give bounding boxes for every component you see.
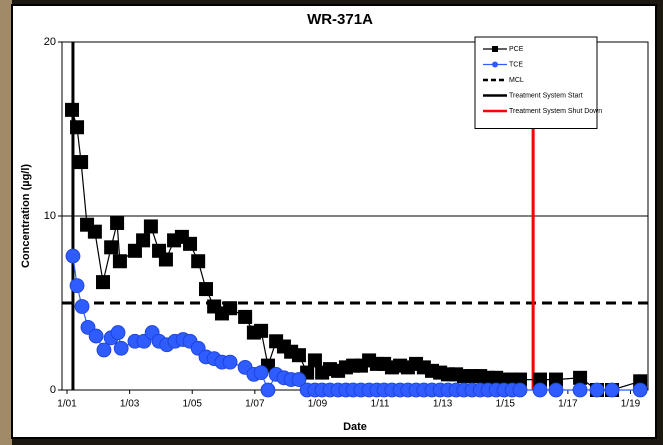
legend-label: Treatment System Shut Down bbox=[509, 108, 602, 115]
data-point bbox=[87, 224, 102, 239]
x-tick-label: 1/15 bbox=[496, 399, 516, 410]
data-point bbox=[113, 340, 129, 356]
data-point bbox=[96, 342, 112, 358]
data-point bbox=[136, 233, 151, 248]
x-tick-label: 1/07 bbox=[245, 399, 265, 410]
legend-label: MCL bbox=[509, 77, 524, 84]
data-point bbox=[238, 309, 253, 324]
legend-marker bbox=[492, 61, 498, 68]
data-point bbox=[110, 325, 126, 340]
x-tick-label: 1/11 bbox=[371, 399, 390, 410]
data-point bbox=[548, 382, 564, 398]
data-point bbox=[110, 215, 125, 230]
chart-title: WR-371A bbox=[307, 11, 373, 28]
data-point bbox=[104, 240, 119, 255]
data-point bbox=[512, 372, 527, 387]
y-tick-label: 20 bbox=[44, 36, 56, 48]
legend-box bbox=[474, 36, 598, 129]
data-point bbox=[191, 254, 206, 269]
data-point bbox=[573, 370, 588, 385]
data-point bbox=[632, 382, 648, 398]
x-tick-label: 1/03 bbox=[120, 399, 140, 410]
data-point bbox=[143, 219, 158, 234]
x-tick-label: 1/19 bbox=[621, 399, 641, 410]
data-point bbox=[198, 282, 213, 297]
data-point bbox=[65, 102, 80, 117]
x-tick-label: 1/09 bbox=[308, 399, 328, 410]
data-point bbox=[307, 353, 322, 368]
data-point bbox=[74, 299, 90, 314]
legend-label: TCE bbox=[509, 61, 523, 68]
y-axis-label: Concentration (µg/l) bbox=[20, 164, 32, 268]
data-point bbox=[70, 120, 85, 135]
data-point bbox=[222, 354, 238, 370]
data-point bbox=[96, 275, 111, 290]
x-axis-label: Date bbox=[343, 421, 367, 433]
data-point bbox=[589, 382, 605, 398]
data-point bbox=[572, 382, 588, 398]
data-point bbox=[512, 382, 528, 398]
data-point bbox=[532, 382, 548, 398]
legend-marker bbox=[492, 46, 498, 52]
y-tick-label: 0 bbox=[50, 384, 56, 396]
data-point bbox=[548, 372, 563, 387]
data-point bbox=[533, 372, 548, 387]
data-point bbox=[291, 348, 306, 363]
data-point bbox=[74, 155, 89, 170]
data-point bbox=[223, 301, 238, 316]
data-point bbox=[291, 372, 307, 387]
data-point bbox=[158, 252, 173, 267]
data-point bbox=[88, 328, 104, 344]
data-point bbox=[260, 382, 276, 398]
data-point bbox=[112, 254, 127, 269]
x-tick-label: 1/13 bbox=[433, 399, 453, 410]
legend-label: PCE bbox=[509, 46, 524, 53]
x-tick-label: 1/01 bbox=[57, 399, 77, 410]
x-tick-label: 1/17 bbox=[558, 399, 578, 410]
data-point bbox=[604, 382, 620, 398]
data-point bbox=[254, 323, 269, 338]
y-tick-label: 10 bbox=[44, 210, 56, 222]
legend-label: Treatment System Start bbox=[509, 92, 583, 99]
data-point bbox=[253, 365, 269, 381]
data-point bbox=[69, 278, 85, 294]
x-tick-label: 1/05 bbox=[182, 399, 202, 410]
data-point bbox=[65, 248, 81, 264]
background-strip bbox=[0, 0, 12, 445]
data-point bbox=[183, 236, 198, 251]
